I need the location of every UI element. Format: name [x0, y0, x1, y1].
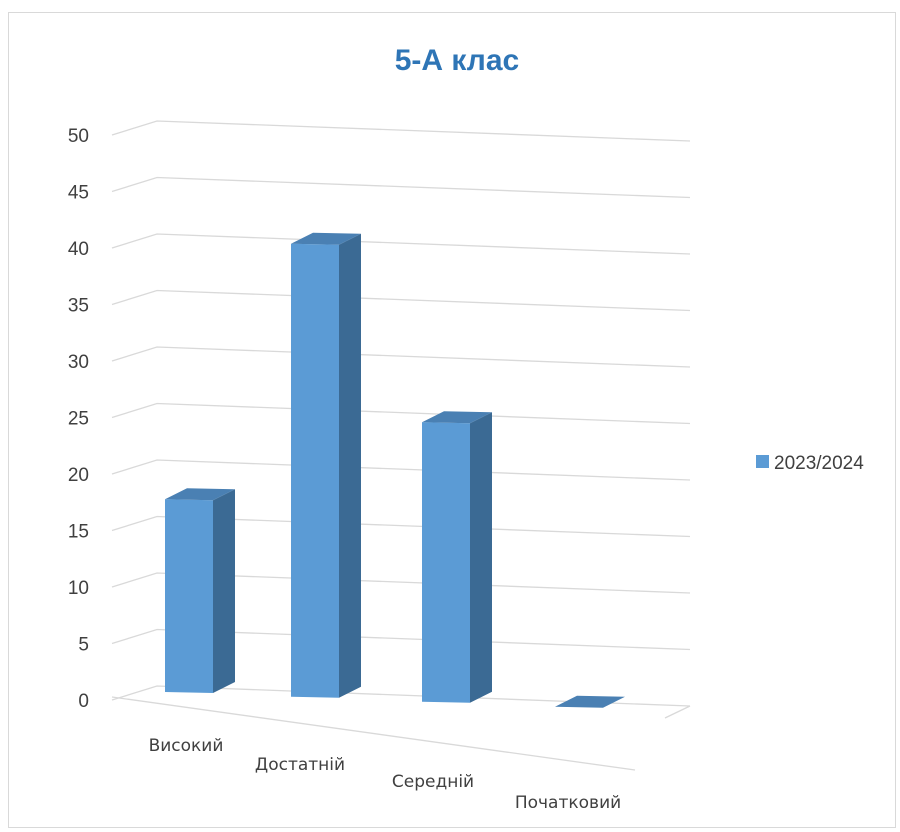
gridlines — [111, 120, 691, 771]
bar-front — [422, 422, 470, 703]
bar-top — [165, 488, 235, 501]
y-tick-label: 20 — [68, 465, 89, 486]
gridline — [111, 289, 691, 312]
legend-swatch — [756, 455, 769, 468]
floor-edge — [111, 696, 636, 771]
gridline — [111, 628, 691, 651]
gridline — [111, 515, 691, 538]
bar-front — [165, 499, 213, 693]
bars — [165, 232, 625, 708]
y-tick-label: 30 — [68, 352, 89, 373]
bar-2 — [291, 232, 361, 698]
category-labels: Високий Достатній Середній Початковий — [149, 736, 622, 813]
bar-top — [422, 411, 492, 424]
floor-right-edge — [664, 705, 691, 719]
bar-top — [555, 695, 625, 708]
y-tick-label: 10 — [68, 578, 89, 599]
bar-side — [213, 489, 235, 693]
y-axis-ticks: 0 5 10 15 20 25 30 35 40 45 50 — [68, 126, 89, 712]
bar-side — [339, 233, 361, 698]
gridline — [111, 233, 691, 255]
y-tick-label: 25 — [68, 409, 89, 430]
y-tick-label: 40 — [68, 239, 89, 260]
bar-top — [291, 232, 361, 245]
category-label: Високий — [149, 736, 224, 756]
bar-3 — [422, 411, 492, 703]
gridline — [111, 346, 691, 368]
y-tick-label: 15 — [68, 522, 89, 543]
legend: 2023/2024 — [756, 453, 864, 474]
y-tick-label: 45 — [68, 183, 89, 204]
y-tick-label: 0 — [78, 691, 89, 712]
y-tick-label: 35 — [68, 296, 89, 317]
y-tick-label: 50 — [68, 126, 89, 147]
gridline — [111, 176, 691, 199]
legend-label: 2023/2024 — [774, 453, 864, 474]
category-label: Середній — [392, 772, 474, 792]
category-label: Достатній — [255, 755, 345, 775]
bar-1 — [165, 488, 235, 693]
gridline — [111, 459, 691, 481]
y-tick-label: 5 — [78, 635, 89, 656]
gridline — [111, 572, 691, 594]
gridline — [111, 402, 691, 425]
gridline — [111, 685, 691, 707]
bar-4 — [555, 695, 625, 708]
category-label: Початковий — [515, 793, 621, 813]
bar-side — [470, 412, 492, 703]
chart-title: 5-А клас — [395, 44, 519, 77]
bar-front — [291, 243, 339, 698]
gridline — [111, 120, 691, 142]
